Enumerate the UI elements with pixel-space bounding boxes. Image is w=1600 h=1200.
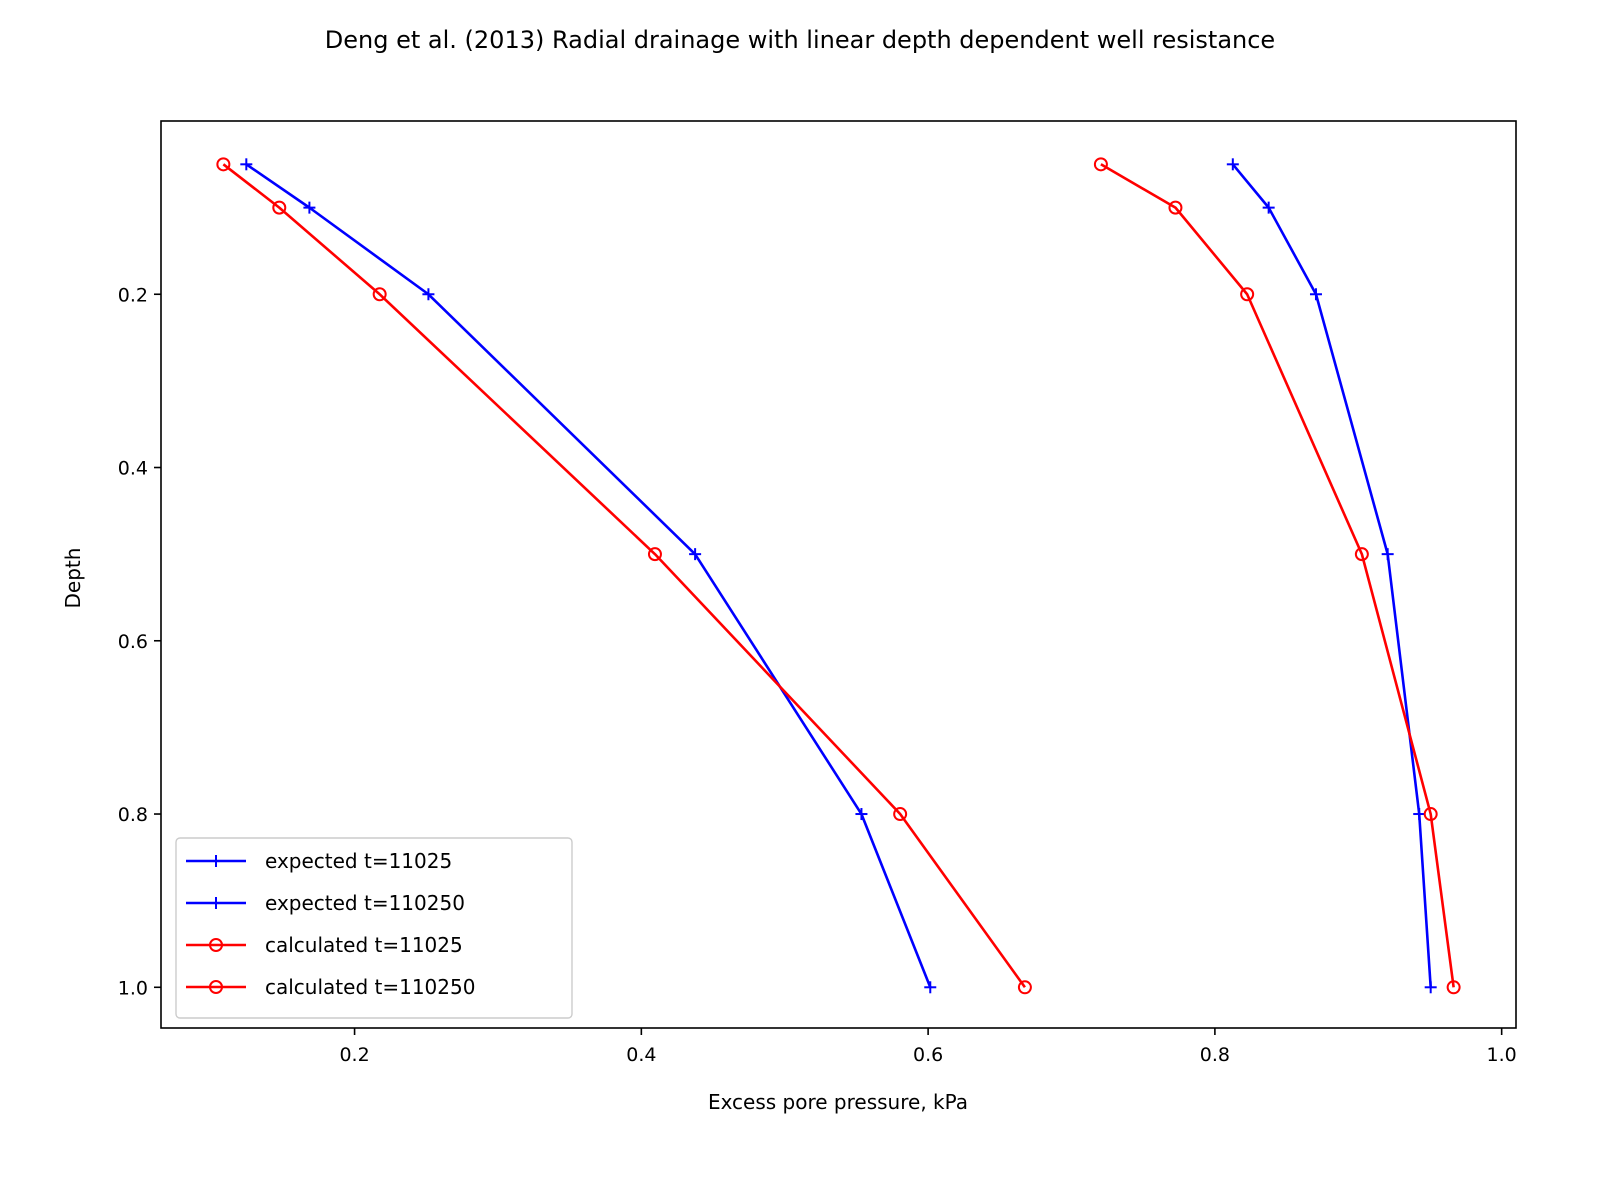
data-point — [240, 158, 253, 171]
legend-label: calculated t=11025 — [265, 933, 463, 957]
legend-marker — [210, 855, 222, 867]
legend-marker — [209, 980, 223, 994]
data-point — [1423, 807, 1438, 822]
data-point — [1381, 548, 1394, 561]
series-expected-t-11025 — [240, 158, 937, 994]
data-point — [1413, 808, 1426, 821]
data-point — [1093, 157, 1108, 172]
y-axis-label: Depth — [61, 548, 85, 609]
data-point — [855, 808, 868, 821]
x-tick-label: 0.8 — [1200, 1044, 1230, 1066]
legend-item: expected t=11025 — [186, 849, 452, 873]
data-point — [1262, 201, 1275, 214]
legend-label: calculated t=110250 — [265, 975, 475, 999]
data-point — [924, 981, 937, 994]
legend-marker — [209, 938, 223, 952]
data-point — [372, 287, 387, 302]
series-line — [1231, 163, 1432, 988]
plot-area — [216, 157, 1461, 995]
legend-label: expected t=11025 — [265, 849, 452, 873]
y-tick-label: 0.2 — [118, 284, 148, 306]
data-point — [216, 157, 231, 172]
legend-item: expected t=110250 — [186, 891, 465, 915]
data-point — [272, 200, 287, 215]
legend: expected t=11025 expected t=110250 calcula… — [175, 837, 573, 1019]
legend-marker — [210, 897, 222, 909]
data-point — [1168, 200, 1183, 215]
legend-item: calculated t=11025 — [186, 933, 463, 957]
series-calculated-t-11025 — [216, 157, 1032, 995]
data-point — [689, 548, 702, 561]
series-line — [222, 163, 1026, 989]
y-tick-label: 0.4 — [118, 458, 148, 480]
legend-item: calculated t=110250 — [186, 975, 475, 999]
x-tick-label: 0.2 — [339, 1044, 369, 1066]
data-point — [1309, 288, 1322, 301]
legend-box — [175, 837, 573, 1019]
y-tick-label: 1.0 — [118, 977, 148, 999]
legend-label: expected t=110250 — [265, 891, 465, 915]
chart-title: Deng et al. (2013) Radial drainage with … — [325, 26, 1275, 54]
data-point — [647, 547, 662, 562]
data-point — [1446, 980, 1461, 995]
axis-ticks: 0.2 0.4 0.6 0.8 1.0 0.2 0.4 0.6 0.8 1.0 — [118, 284, 1517, 1066]
y-tick-label: 0.8 — [118, 804, 148, 826]
x-axis-label: Excess pore pressure, kPa — [708, 1090, 968, 1114]
series-line — [245, 163, 932, 988]
data-point — [1240, 287, 1255, 302]
data-point — [1354, 547, 1369, 562]
x-tick-label: 0.6 — [913, 1044, 943, 1066]
x-tick-label: 0.4 — [626, 1044, 656, 1066]
data-point — [422, 288, 435, 301]
data-point — [893, 807, 908, 822]
series-expected-t-110250 — [1226, 158, 1437, 994]
plot-frame — [160, 120, 1517, 1029]
x-tick-label: 1.0 — [1487, 1044, 1517, 1066]
y-tick-label: 0.6 — [118, 631, 148, 653]
data-point — [303, 201, 316, 214]
data-point — [1424, 981, 1437, 994]
series-line — [1100, 163, 1455, 988]
series-calculated-t-110250 — [1093, 157, 1461, 995]
data-point — [1226, 158, 1239, 171]
data-point — [1017, 980, 1032, 995]
